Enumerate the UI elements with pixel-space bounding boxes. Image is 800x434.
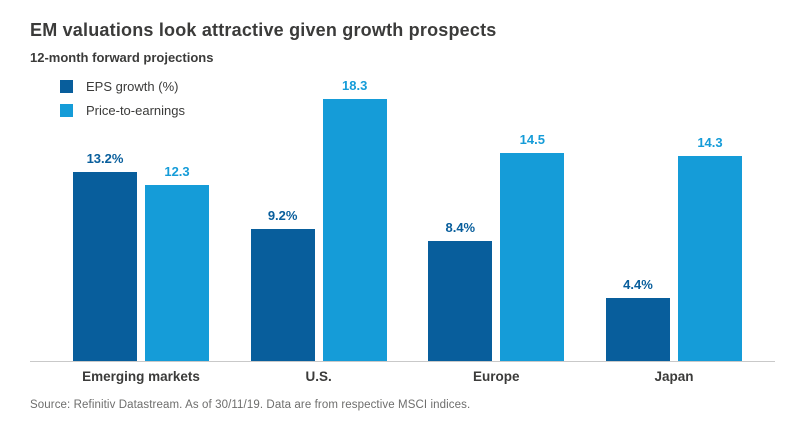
bar-eps-growth-emerging-markets xyxy=(73,172,137,361)
bar-column-price-to-earnings-emerging-markets: 12.3 xyxy=(145,164,209,361)
bar-value-label: 8.4% xyxy=(445,220,476,235)
legend-swatch-icon xyxy=(60,80,73,93)
bar-value-label: 14.5 xyxy=(519,132,545,147)
bar-eps-growth-europe xyxy=(428,241,493,361)
bar-value-label: 12.3 xyxy=(164,164,190,179)
chart-subtitle: 12-month forward projections xyxy=(30,50,214,65)
bar-eps-growth-japan xyxy=(605,298,670,361)
bar-group-japan: 4.4% 14.3 xyxy=(605,135,742,361)
legend-label: EPS growth (%) xyxy=(86,79,179,94)
bar-column-eps-growth-europe: 8.4% xyxy=(428,220,493,361)
category-label-japan: Japan xyxy=(654,369,694,384)
source-note: Source: Refinitiv Datastream. As of 30/1… xyxy=(30,399,471,411)
category-label-u-s: U.S. xyxy=(305,369,332,384)
bar-value-label: 18.3 xyxy=(342,78,368,93)
bar-column-eps-growth-japan: 4.4% xyxy=(605,277,670,361)
bar-group-u-s: 9.2% 18.3 xyxy=(250,78,387,361)
legend-swatch-icon xyxy=(60,104,73,117)
bar-column-price-to-earnings-europe: 14.5 xyxy=(500,132,565,361)
bar-group-emerging-markets: 13.2% 12.3 xyxy=(73,151,209,361)
grouped-bar-chart: EPS growth (%) Price-to-earnings 13.2% 12.… xyxy=(30,71,775,384)
bar-value-label: 9.2% xyxy=(267,208,298,223)
bar-column-eps-growth-u-s: 9.2% xyxy=(250,208,315,361)
bar-eps-growth-u-s xyxy=(250,229,315,361)
chart-title: EM valuations look attractive given grow… xyxy=(30,20,497,40)
bar-price-to-earnings-europe xyxy=(500,153,565,361)
bar-column-price-to-earnings-u-s: 18.3 xyxy=(322,78,387,361)
legend-item-eps-growth: EPS growth (%) xyxy=(60,79,185,94)
category-label-emerging-markets: Emerging markets xyxy=(82,369,200,384)
bar-value-label: 13.2% xyxy=(86,151,124,166)
legend: EPS growth (%) Price-to-earnings xyxy=(60,79,185,127)
bar-price-to-earnings-emerging-markets xyxy=(145,185,209,361)
legend-label: Price-to-earnings xyxy=(86,103,185,118)
bar-price-to-earnings-u-s xyxy=(322,99,387,361)
bar-value-label: 4.4% xyxy=(623,277,653,292)
bar-value-label: 14.3 xyxy=(697,135,723,150)
plot-area: 13.2% 12.3 9.2% 18.3 8.4% 14.5 4.4% 14.3 xyxy=(30,71,775,362)
bar-price-to-earnings-japan xyxy=(677,156,742,361)
bar-column-price-to-earnings-japan: 14.3 xyxy=(677,135,742,361)
legend-item-price-to-earnings: Price-to-earnings xyxy=(60,103,185,118)
bar-group-europe: 8.4% 14.5 xyxy=(428,132,565,361)
bar-column-eps-growth-emerging-markets: 13.2% xyxy=(73,151,137,361)
category-axis: Emerging markets U.S. Europe Japan xyxy=(30,369,775,384)
category-label-europe: Europe xyxy=(473,369,520,384)
